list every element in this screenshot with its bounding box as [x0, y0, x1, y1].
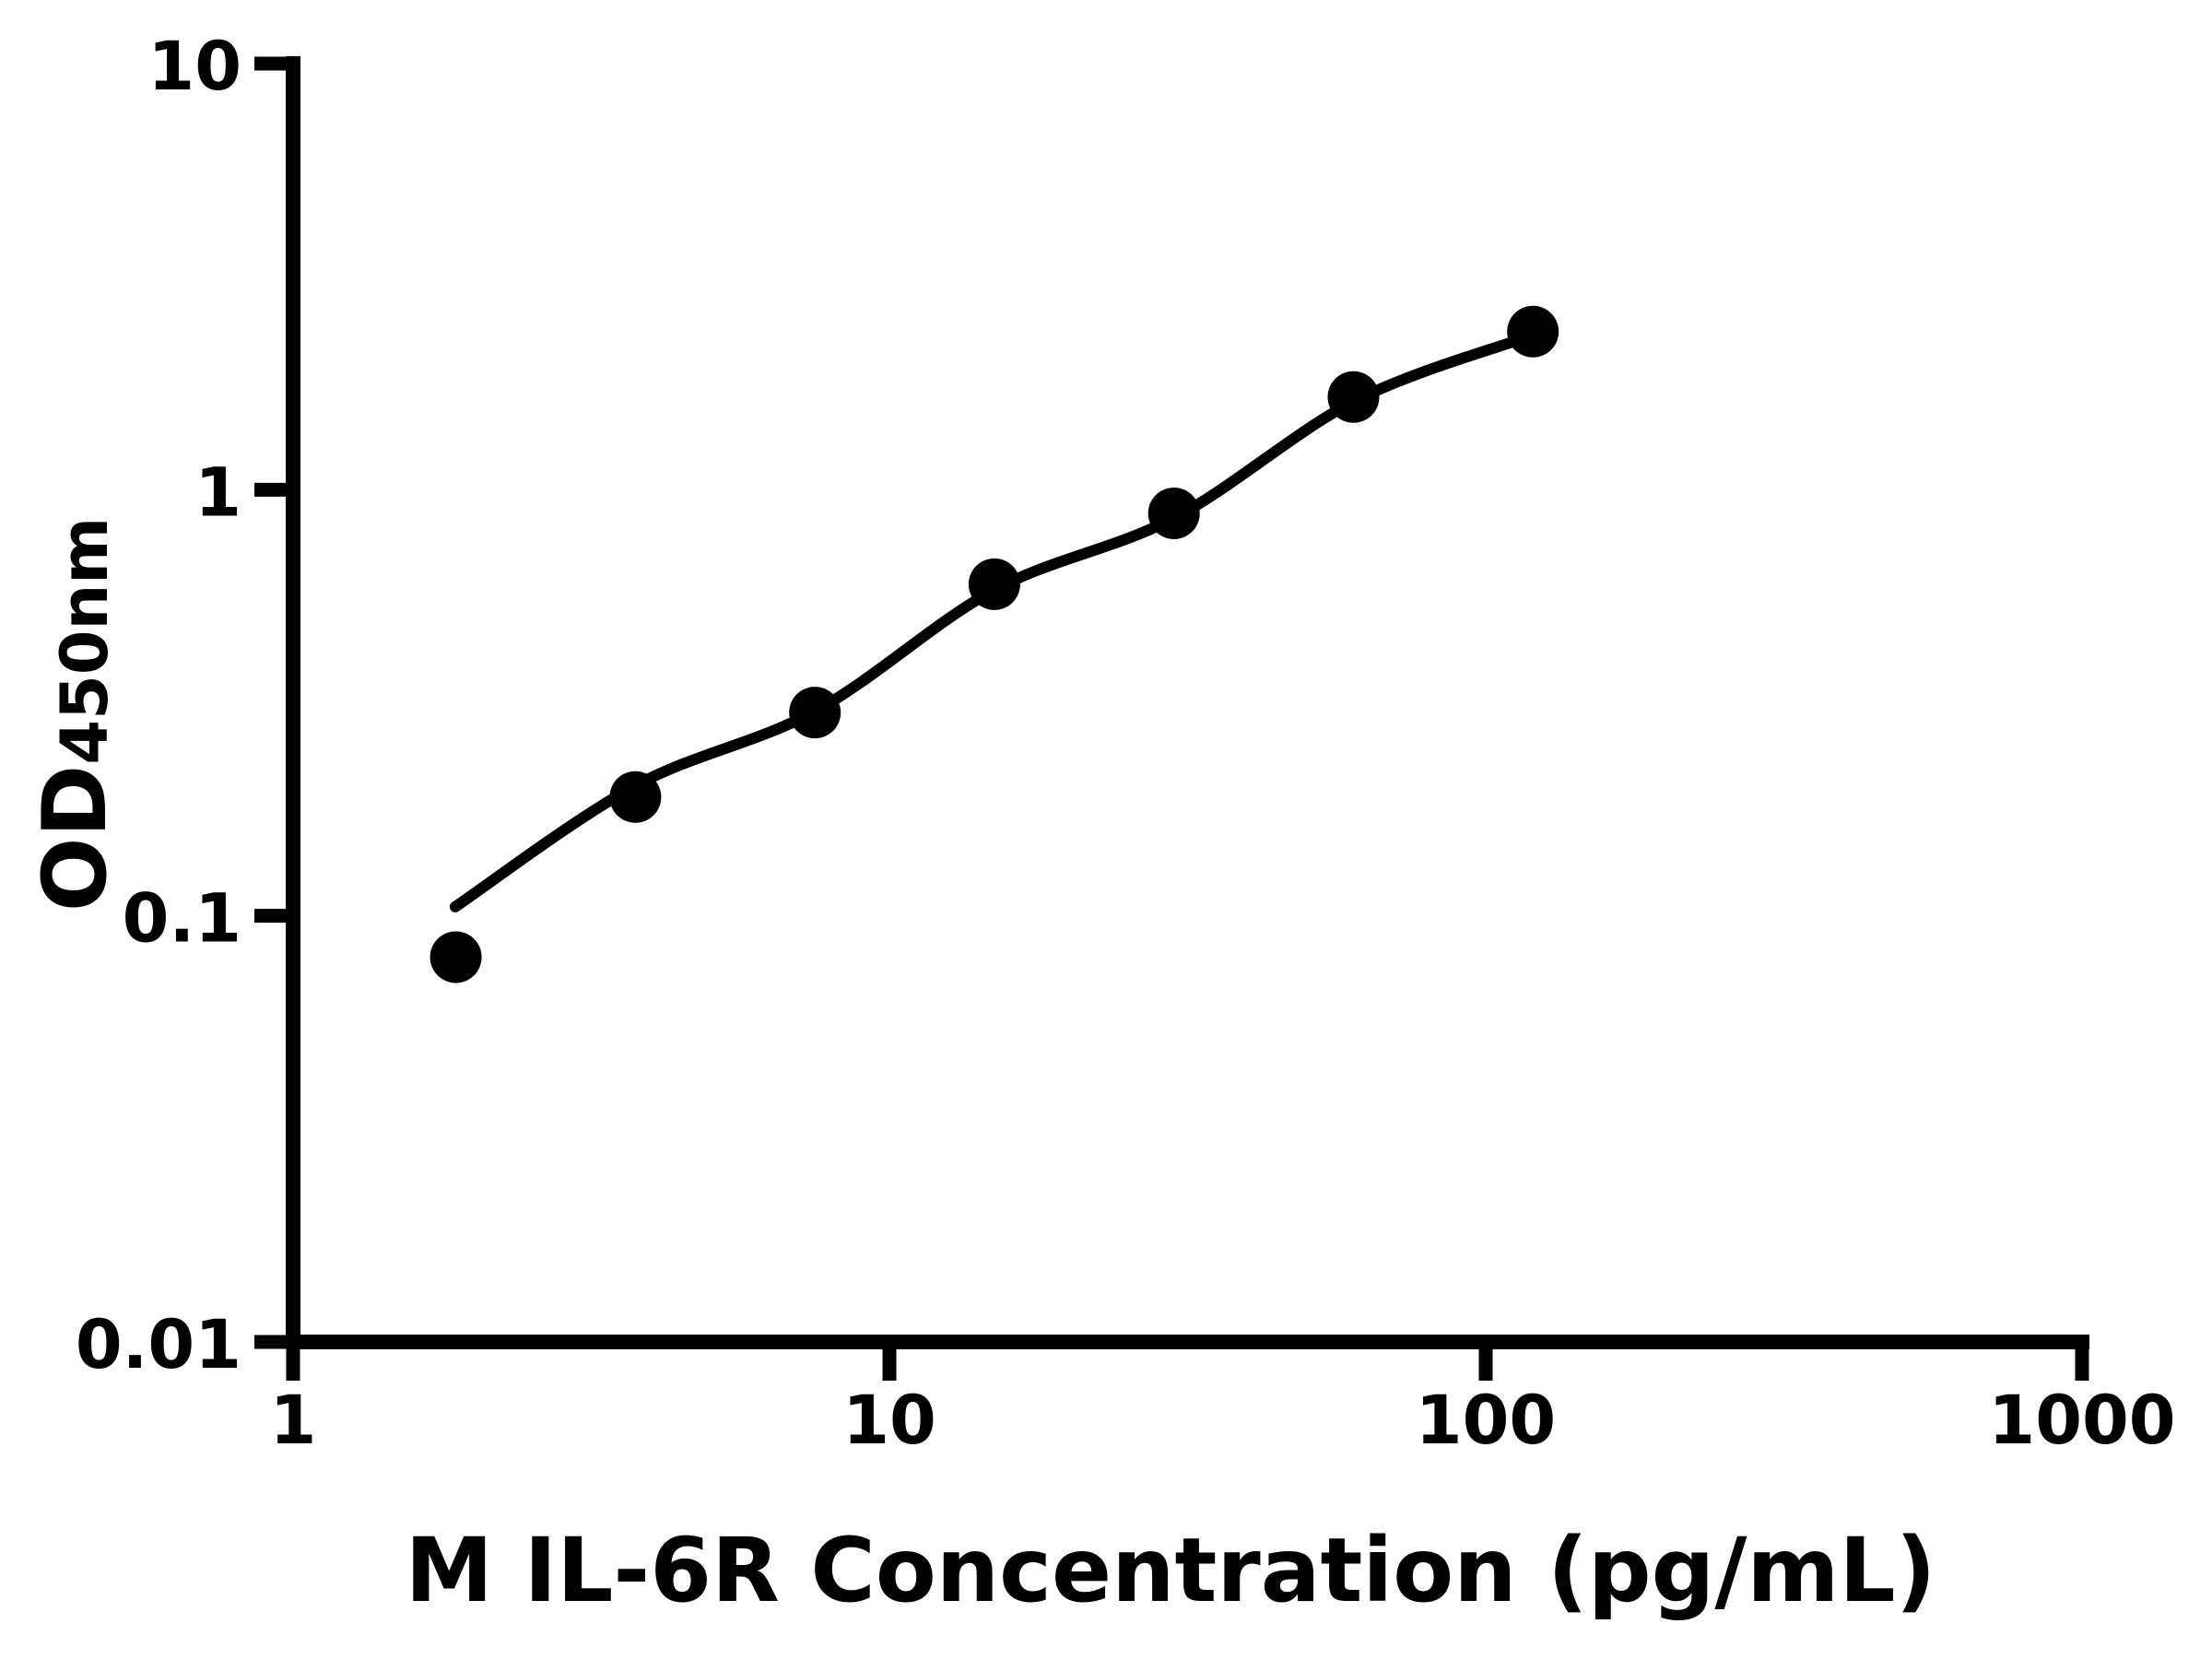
y-tick-label: 0.1: [123, 880, 241, 959]
data-point: [968, 558, 1020, 610]
data-point: [1147, 488, 1200, 539]
x-tick-label: 1: [270, 1382, 317, 1460]
x-tick-label: 10: [842, 1382, 936, 1460]
y-axis-ticks: 10 1 0.1 0.01: [76, 28, 293, 1384]
data-point: [609, 771, 662, 823]
x-axis-ticks: 1 10 100 1000: [270, 1342, 2176, 1460]
y-tick-label: 1: [194, 453, 241, 532]
data-point: [429, 931, 482, 983]
axes: [286, 56, 2089, 1349]
data-point: [1327, 371, 1380, 423]
y-tick-label: 10: [147, 28, 241, 106]
y-tick-label: 0.01: [76, 1306, 241, 1384]
x-axis-title: M IL-6R Concentration (pg/mL): [406, 1519, 1936, 1622]
x-tick-label: 1000: [1988, 1382, 2175, 1460]
y-axis-title-sub: 450nm: [47, 517, 123, 765]
y-axis-title-main: OD: [25, 765, 126, 912]
data-point: [1507, 305, 1559, 358]
data-points: [429, 305, 1559, 983]
y-axis-title: OD450nm: [25, 517, 126, 912]
fit-curve-line: [449, 332, 1530, 912]
data-point: [789, 687, 841, 739]
x-tick-label: 100: [1416, 1382, 1556, 1460]
